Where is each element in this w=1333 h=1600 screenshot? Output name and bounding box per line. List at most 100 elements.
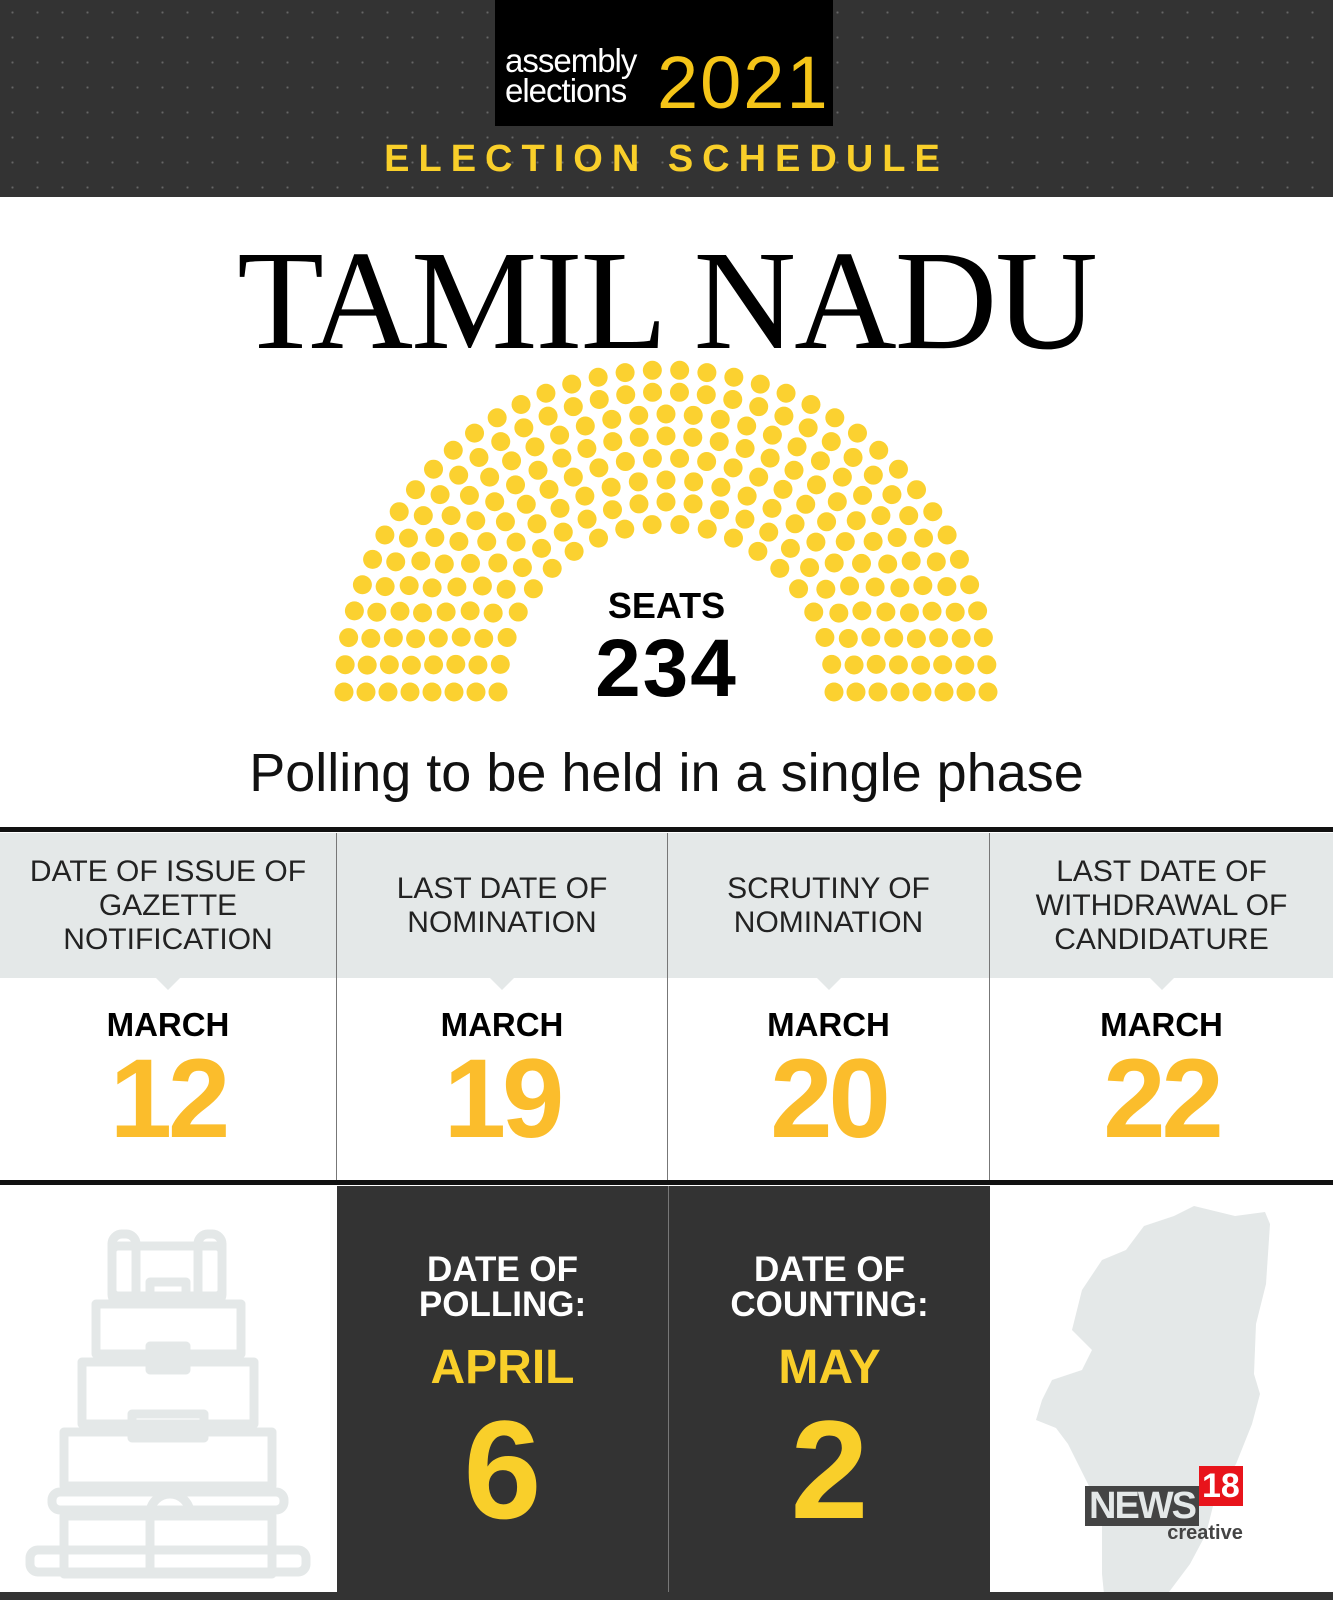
seat-dot [806,532,826,552]
seat-dot [822,654,842,674]
seat-dot [400,682,420,702]
brand-sub: creative [1167,1522,1243,1544]
counting-day: 2 [790,1391,869,1548]
seat-dot [749,467,769,487]
seat-dot [413,603,433,623]
seat-dot [843,447,863,467]
seat-dot [615,452,635,472]
seat-dot [861,627,881,647]
seat-dot [628,472,648,492]
seat-dot [815,627,835,647]
seat-dot [615,363,635,383]
seat-dot [483,603,503,623]
seat-dot [882,485,902,505]
seat-dot [846,682,866,702]
seat-dot [480,467,500,487]
seat-dot [363,549,383,569]
seat-dot [926,552,946,572]
seat-dot [697,519,717,539]
seat-dot [401,655,421,675]
seat-dot [386,552,406,572]
seat-dot [344,601,364,621]
seat-dot [804,602,824,622]
seat-dot [710,409,730,429]
seat-dot [955,655,975,675]
seat-dot [465,423,485,443]
seat-dot [816,579,836,599]
subtitle: ELECTION SCHEDULE [384,138,949,180]
seat-dot [514,418,534,438]
counting-label: DATE OF COUNTING: [730,1250,929,1324]
seat-dot [737,486,757,506]
seat-dot [888,459,908,479]
seat-dot [887,528,907,548]
seat-dot [749,397,769,417]
seat-dot [577,439,597,459]
seat-dot [398,528,418,548]
seat-dot [424,655,444,675]
seat-dot [806,475,826,495]
seat-dot [506,532,526,552]
seat-dot [723,458,743,478]
seat-dot [878,554,898,574]
seat-dot [656,404,676,424]
seat-dot [978,682,998,702]
seat-dot [422,578,442,598]
seat-dot [956,682,976,702]
seat-dot [922,601,942,621]
seat-dot [490,654,510,674]
seat-dot [846,511,866,531]
seats-count: 234 [595,623,738,714]
seat-dot [422,682,442,702]
schedule-day: 20 [770,1036,891,1161]
seat-dot [709,432,729,452]
seat-dot [748,541,768,561]
schedule-month: MARCH [1100,1006,1223,1043]
seat-dot [603,432,623,452]
seat-dot [762,425,782,445]
seat-dot [656,492,676,512]
seat-dot [474,628,494,648]
map-panel: NEWS 18 creative [990,1186,1333,1600]
seat-dot [615,519,635,539]
seat-dot [951,628,971,648]
seat-dot [449,532,469,552]
seat-dot [589,458,609,478]
seat-dot [512,558,532,578]
seat-dot [449,465,469,485]
seat-dot [508,602,528,622]
seat-dot [735,439,755,459]
schedule-label: LAST DATE OF NOMINATION [337,833,667,990]
seat-dot [907,480,927,500]
seat-dot [367,602,387,622]
brand-name: NEWS [1085,1486,1199,1526]
seat-dot [378,682,398,702]
seat-dot [906,629,926,649]
divider [0,1180,1333,1185]
seat-dot [911,655,931,675]
polling-day: 6 [463,1391,542,1548]
temple-icon [25,1229,311,1579]
assembly-elections-logo: assembly elections 2021 [495,0,833,126]
seat-dot [375,525,395,545]
logo-line2: elections [505,72,627,109]
seat-dot [960,575,980,595]
seat-dot [853,485,873,505]
seat-dot [863,532,883,552]
seat-dot [506,475,526,495]
schedule-item: SCRUTINY OF NOMINATION MARCH 20 [668,833,990,1180]
seat-dot [601,477,621,497]
seat-dot [334,682,354,702]
seat-dot [539,479,559,499]
seat-dot [642,515,662,535]
seat-dot [759,522,779,542]
seat-dot [968,601,988,621]
seat-dot [542,558,562,578]
seat-dot [335,655,355,675]
seat-dot [789,579,809,599]
seat-dot [838,628,858,648]
seat-dot [488,682,508,702]
schedule-day: 19 [443,1036,565,1161]
seat-dot [824,682,844,702]
seat-dot [527,514,547,534]
